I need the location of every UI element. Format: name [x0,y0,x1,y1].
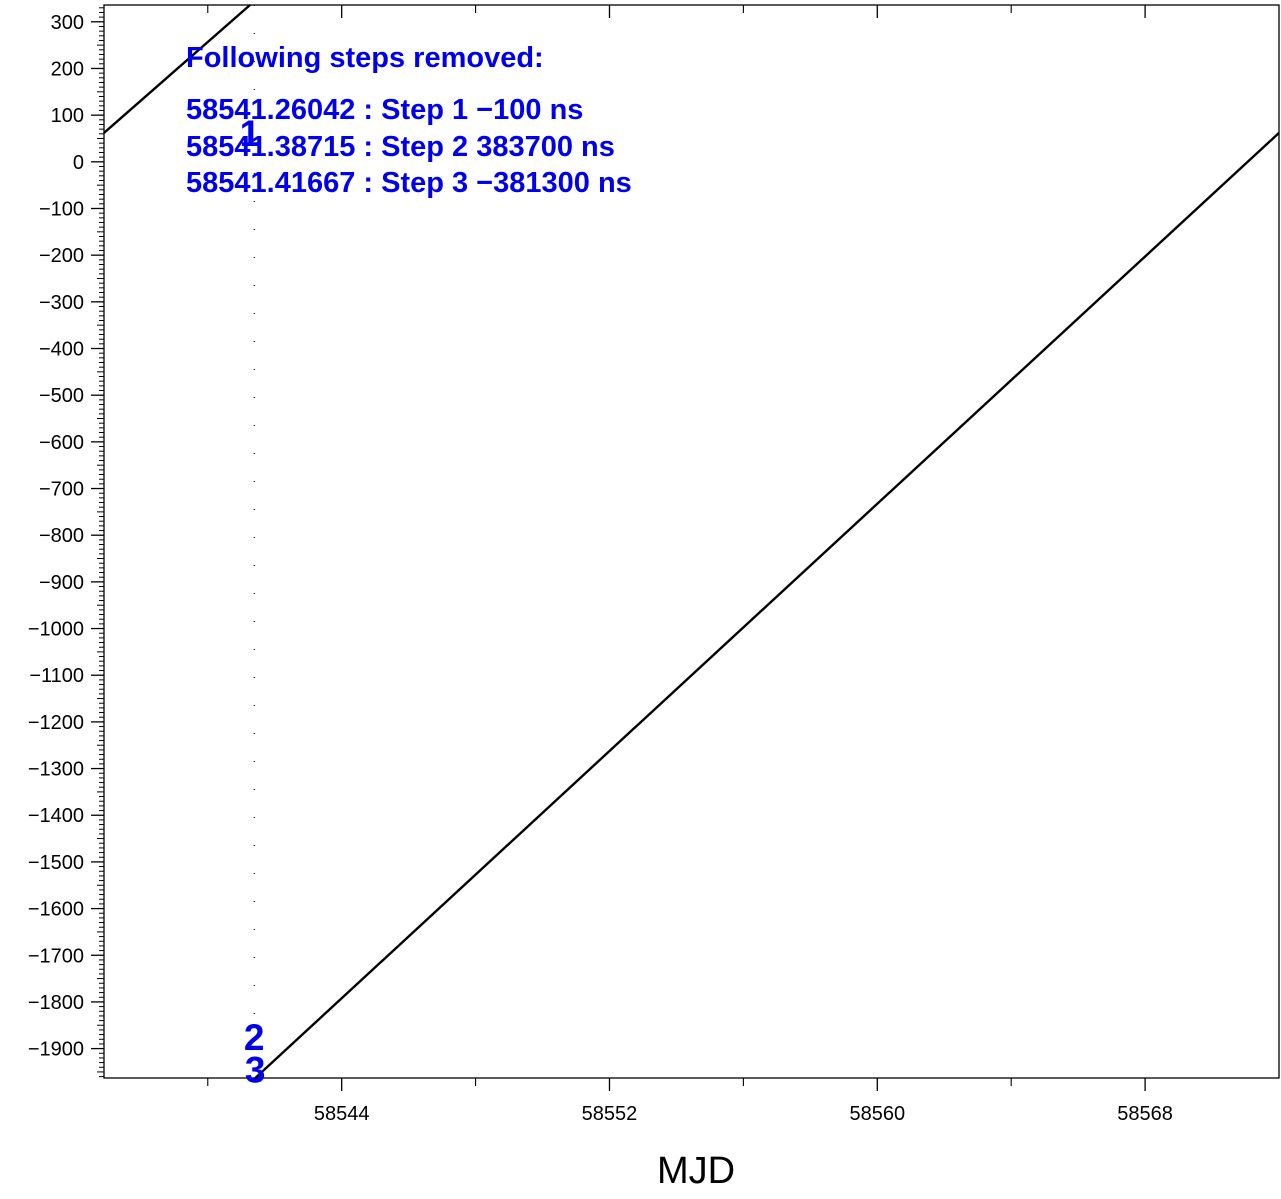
y-tick-label: −700 [39,479,84,501]
step-marker-3: 3 [245,1050,266,1091]
y-tick-label: −200 [39,245,84,267]
y-tick-label: −1700 [28,945,84,967]
y-tick-label: −900 [39,572,84,594]
annotation-line-1: 58541.26042 : Step 1 −100 ns [186,94,583,126]
y-tick-label: 300 [51,12,84,34]
y-tick-label: 200 [51,58,84,80]
y-tick-label: −1100 [29,665,84,687]
y-tick-label: −400 [39,339,84,361]
y-tick-label: −600 [39,432,84,454]
y-tick-label: −1000 [28,619,84,641]
step-markers: 1 23 [240,113,266,1091]
y-tick-label: −100 [39,198,84,220]
y-tick-label: −500 [39,385,84,407]
annotation-line-3: 58541.41667 : Step 3 −381300 ns [186,167,632,199]
y-tick-label: 100 [51,105,84,127]
y-tick-label: 0 [73,152,84,174]
plot-axes [103,4,1280,1079]
step-marker-2: 2 [244,1017,265,1058]
x-tick-label: 58552 [582,1103,638,1125]
y-tick-label: −1200 [28,712,84,734]
y-ticks: 300 200 100 0 −100 −200 −300 −400 −500 −600 −700 −8… [28,7,104,1078]
x-tick-label: 58560 [849,1103,905,1125]
x-ticks: 58544 58552 58560 58568 [207,5,1173,1125]
y-tick-label: −1900 [28,1039,84,1061]
x-tick-label: 58568 [1117,1103,1173,1125]
y-tick-label: −1800 [28,992,84,1014]
x-axis-title: MJD [657,1150,735,1192]
y-tick-label: −1500 [28,852,84,874]
annotation-line-2: 58541.38715 : Step 2 383700 ns [186,131,615,163]
y-tick-label: −300 [39,292,84,314]
y-tick-label: −800 [39,525,84,547]
step-marker-1: 1 [240,113,261,154]
series [103,4,1280,1079]
annotation-header: Following steps removed: [186,42,544,74]
series-line-1 [103,4,251,134]
y-tick-label: −1400 [28,805,84,827]
series-line-2 [254,132,1280,1079]
x-tick-label: 58544 [314,1103,370,1125]
y-tick-label: −1300 [28,759,84,781]
steps-annotation: Following steps removed: 58541.26042 : S… [186,42,632,199]
plot-frame [103,4,1280,1079]
y-tick-label: −1600 [28,899,84,921]
